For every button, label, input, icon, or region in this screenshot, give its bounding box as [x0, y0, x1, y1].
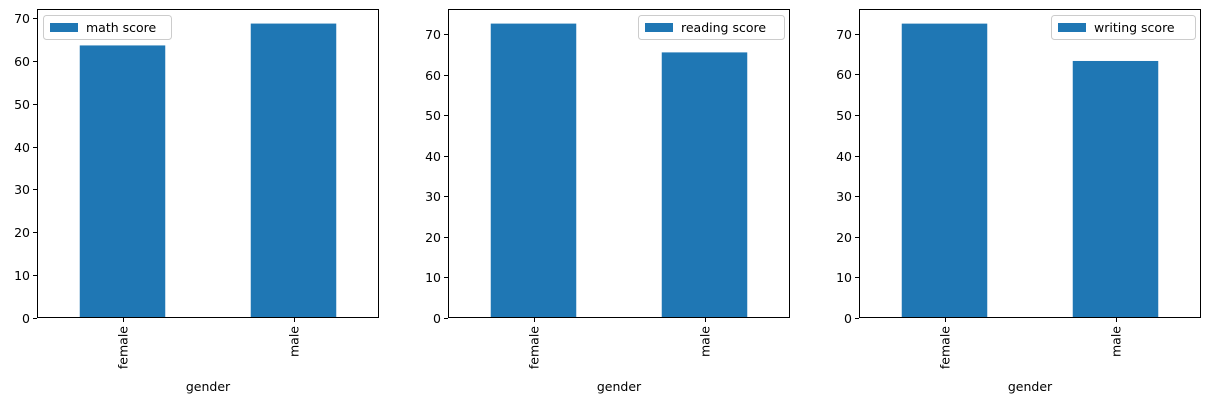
y-tick-label: 60 [425, 68, 441, 83]
axes-frame [859, 9, 1201, 318]
x-axis-label: gender [597, 379, 642, 394]
y-tick-label: 50 [836, 108, 852, 123]
y-tick-label: 30 [836, 189, 852, 204]
legend-swatch [1058, 23, 1086, 32]
legend-swatch [645, 23, 673, 32]
x-axis-label: gender [186, 379, 231, 394]
bar-male [661, 52, 748, 318]
bar-female [490, 23, 577, 318]
y-tick-label: 0 [22, 311, 30, 326]
legend-box [638, 15, 785, 40]
legend-swatch [50, 23, 78, 32]
bar-male [1072, 60, 1159, 318]
legend-box [43, 15, 172, 40]
axes-frame [448, 9, 790, 318]
y-tick-label: 70 [425, 27, 441, 42]
y-tick-label: 40 [836, 149, 852, 164]
chart-panel-1: 0 10 20 30 40 50 60 70 female male gender math scor… [14, 9, 379, 394]
y-tick-label: 70 [836, 27, 852, 42]
y-tick-label: 0 [844, 311, 852, 326]
y-tick-label: 50 [425, 108, 441, 123]
y-tick-label: 20 [836, 230, 852, 245]
y-tick-label: 60 [836, 67, 852, 82]
y-tick-label: 40 [425, 149, 441, 164]
y-tick-label: 40 [14, 140, 30, 155]
x-tick-label: male [1109, 326, 1124, 357]
legend-label: math score [86, 20, 157, 35]
y-tick-label: 60 [14, 54, 30, 69]
x-tick-label: male [698, 326, 713, 357]
legend-box [1051, 15, 1196, 40]
y-tick-label: 50 [14, 97, 30, 112]
chart-panel-3: 0 10 20 30 40 50 60 70 female male gender writing s… [836, 9, 1201, 394]
axes-frame [37, 9, 379, 318]
y-tick-label: 20 [425, 230, 441, 245]
chart-panel-2: 0 10 20 30 40 50 60 70 female male gender reading s… [425, 9, 790, 394]
bar-female [79, 45, 166, 319]
x-tick-label: female [527, 326, 542, 369]
bar-male [250, 23, 337, 318]
y-tick-label: 30 [425, 189, 441, 204]
y-tick-label: 10 [836, 270, 852, 285]
x-tick-label: female [938, 326, 953, 369]
y-tick-label: 0 [433, 311, 441, 326]
y-tick-label: 20 [14, 225, 30, 240]
y-tick-label: 10 [14, 268, 30, 283]
y-tick-label: 30 [14, 182, 30, 197]
legend-label: reading score [681, 20, 766, 35]
y-tick-label: 10 [425, 270, 441, 285]
y-tick-label: 70 [14, 11, 30, 26]
x-tick-label: female [116, 326, 131, 369]
x-axis-label: gender [1008, 379, 1053, 394]
legend-label: writing score [1094, 20, 1175, 35]
bar-female [901, 23, 988, 319]
x-tick-label: male [287, 326, 302, 357]
